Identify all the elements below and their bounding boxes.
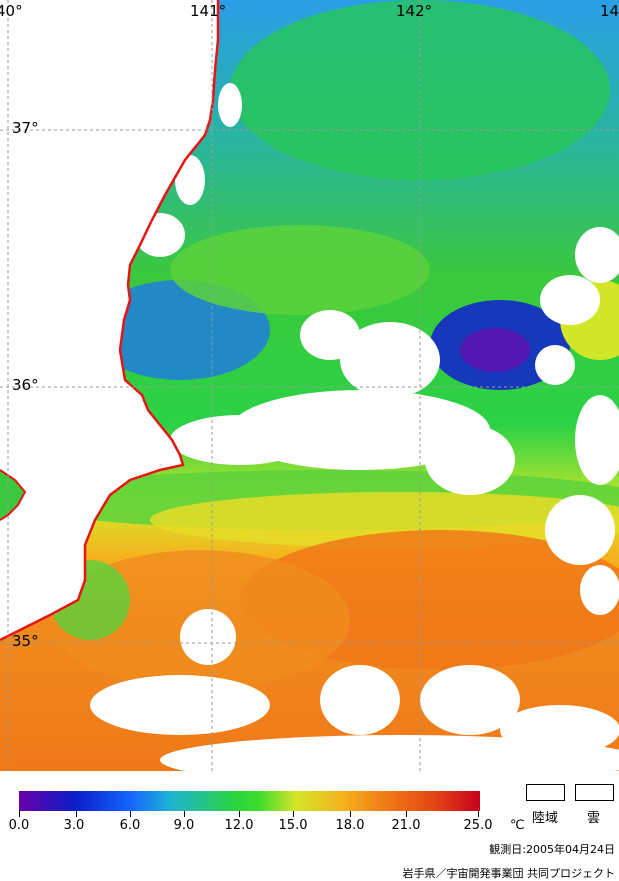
cloud-areas — [90, 83, 619, 771]
tick-label: 15.0 — [278, 818, 308, 833]
lon-label-140: 40° — [0, 2, 23, 20]
lon-label-143: 14 — [600, 2, 619, 20]
observation-date: 観測日:2005年04月24日 — [489, 843, 615, 856]
tick-mark — [76, 811, 77, 817]
tick-label: 25.0 — [463, 818, 493, 833]
tick-label: 6.0 — [119, 818, 141, 833]
cloud-swatch — [575, 784, 614, 801]
land-swatch — [526, 784, 565, 801]
tick-mark — [293, 811, 294, 817]
tick-label: 12.0 — [224, 818, 254, 833]
land-area — [0, 0, 218, 640]
credit-line: 岩手県／宇宙開発事業団 共同プロジェクト — [402, 867, 616, 880]
inland-lake-coast — [0, 469, 27, 521]
tick-mark — [239, 811, 240, 817]
sst-map: 40° 141° 142° 14 37° 36° 35° — [0, 0, 619, 771]
lon-label-141: 141° — [190, 2, 226, 20]
lat-label-36: 36° — [12, 376, 39, 394]
tick-label: 3.0 — [63, 818, 85, 833]
tick-label: 0.0 — [8, 818, 30, 833]
mid-patch — [170, 225, 430, 315]
temperature-colorbar — [19, 791, 480, 811]
tick-label: 9.0 — [173, 818, 195, 833]
lat-label-35: 35° — [12, 632, 39, 650]
tick-mark — [350, 811, 351, 817]
legend: 0.0 3.0 6.0 9.0 12.0 15.0 18.0 21.0 25.0… — [0, 771, 619, 881]
unit-label: ℃ — [510, 818, 525, 833]
cold-eddy-core — [460, 328, 530, 372]
tick-mark — [184, 811, 185, 817]
land-label: 陸域 — [532, 811, 559, 826]
tick-mark — [19, 811, 20, 817]
tick-mark — [478, 811, 479, 817]
lon-label-142: 142° — [396, 2, 432, 20]
graticule — [0, 0, 619, 771]
lat-label-37: 37° — [12, 119, 39, 137]
cloud-label: 雲 — [587, 811, 601, 826]
tick-label: 21.0 — [391, 818, 421, 833]
tick-mark — [406, 811, 407, 817]
tick-label: 18.0 — [335, 818, 365, 833]
tick-mark — [130, 811, 131, 817]
